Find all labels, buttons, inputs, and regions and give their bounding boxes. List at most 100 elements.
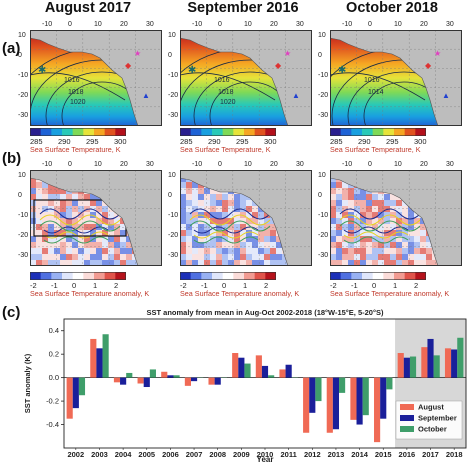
lon-tick-label: 10 xyxy=(244,21,252,28)
sst-anomaly-bar-chart: -0.4 -0.2 0.0 0.2 0.4 2002 2003 2004 2005 2006 200… xyxy=(23,308,467,463)
marker-x-icon: ✱ xyxy=(188,65,196,76)
lon-tick-label: 30 xyxy=(146,21,154,28)
colorbar-anom-sep xyxy=(180,272,276,280)
lon-tick-label: 10 xyxy=(394,21,402,28)
lon-tick-label: 10 xyxy=(244,161,252,168)
sst-map-sep: ✱ ◆ ★ ▲ 1016 1018 1020 xyxy=(180,30,312,126)
bar-august-2003 xyxy=(90,338,97,378)
legend-swatch-october xyxy=(400,426,414,432)
lat-tick-label: -10 xyxy=(168,72,179,79)
x-tick-label: 2002 xyxy=(67,450,84,459)
lat-tick-label: -10 xyxy=(318,72,329,79)
bar-september-2016 xyxy=(403,357,410,378)
colorbar-tick: 2 xyxy=(264,281,269,290)
isobar-label: 1018 xyxy=(68,89,84,96)
marker-star-icon: ★ xyxy=(134,49,141,58)
colorbar-tick: 0 xyxy=(372,281,377,290)
bar-october-2016 xyxy=(409,356,417,378)
bar-august-2008 xyxy=(208,377,215,385)
colorbar-tick: 290 xyxy=(208,137,221,146)
colorbar-anom-oct xyxy=(330,272,426,280)
lat-tick-label: 0 xyxy=(168,192,172,199)
bar-august-2015 xyxy=(374,377,381,443)
lat-tick-label: -20 xyxy=(318,92,329,99)
colorbar-tick: 295 xyxy=(386,137,399,146)
colorbar-tick: 285 xyxy=(330,137,343,146)
colorbar-tick: 290 xyxy=(58,137,71,146)
colorbar-label-anomaly: Sea Surface Temperature anomaly, K xyxy=(180,289,300,298)
bar-september-2004 xyxy=(120,377,127,385)
lon-tick-label: 20 xyxy=(420,161,428,168)
sst-map-aug: ✱ ◆ ★ ▲ 1016 1018 1020 xyxy=(30,30,162,126)
bar-august-2017 xyxy=(421,347,428,378)
bar-august-2004 xyxy=(113,377,121,383)
colorbar-tick: 1 xyxy=(93,281,98,290)
y-tick-label: -0.2 xyxy=(46,397,59,406)
x-tick-label: 2013 xyxy=(328,450,345,459)
lat-tick-label: -30 xyxy=(18,252,29,259)
isobar-label: 1020 xyxy=(70,99,86,106)
bar-september-2003 xyxy=(96,348,103,378)
x-tick-label: 2012 xyxy=(304,450,321,459)
bar-august-2018 xyxy=(444,348,452,378)
colorbar-tick: 2 xyxy=(414,281,419,290)
bar-august-2007 xyxy=(184,377,191,386)
lon-tick-label: 30 xyxy=(296,21,304,28)
lon-tick-label: 20 xyxy=(420,21,428,28)
colorbar-label-sst: Sea Surface Temperature, K xyxy=(180,145,271,154)
bar-september-2002 xyxy=(72,377,79,409)
marker-star-icon: ★ xyxy=(434,49,441,58)
colorbar-tick: 0 xyxy=(72,281,77,290)
lat-tick-label: -10 xyxy=(168,212,179,219)
y-tick-label: -0.4 xyxy=(46,420,59,429)
bar-september-2007 xyxy=(190,377,198,382)
column-title-oct: October 2018 xyxy=(346,0,438,16)
x-tick-label: 2009 xyxy=(233,450,250,459)
lon-tick-label: 30 xyxy=(296,161,304,168)
colorbar-tick: -2 xyxy=(330,281,337,290)
lat-tick-label: -10 xyxy=(18,72,29,79)
lat-tick-label: -30 xyxy=(168,252,179,259)
x-tick-label: 2014 xyxy=(351,450,369,459)
bar-october-2004 xyxy=(126,372,133,378)
chart-title: SST anomaly from mean in Aug-Oct 2002-20… xyxy=(147,308,384,317)
lat-tick-label: -20 xyxy=(18,232,29,239)
panel-letter-c: (c) xyxy=(2,304,21,321)
colorbar-tick: -1 xyxy=(51,281,58,290)
lon-tick-label: 0 xyxy=(218,161,222,168)
bar-september-2009 xyxy=(238,357,245,378)
column-title-sep: September 2016 xyxy=(187,0,299,16)
marker-x-icon: ✱ xyxy=(38,65,46,76)
lon-tick-label: 30 xyxy=(446,21,454,28)
bar-august-2013 xyxy=(326,377,333,433)
bar-october-2006 xyxy=(173,375,180,378)
colorbar-tick: 300 xyxy=(264,137,277,146)
bar-october-2009 xyxy=(244,363,251,378)
bar-october-2002 xyxy=(78,377,86,396)
colorbar-tick: 285 xyxy=(180,137,193,146)
x-tick-label: 2015 xyxy=(375,450,392,459)
bar-august-2002 xyxy=(66,377,73,419)
colorbar-tick: -2 xyxy=(30,281,37,290)
bar-september-2015 xyxy=(380,377,387,419)
y-axis-label: SST anomaly (K) xyxy=(23,353,32,413)
lat-tick-label: 0 xyxy=(318,52,322,59)
bar-october-2012 xyxy=(315,377,322,402)
bar-august-2012 xyxy=(303,377,310,433)
y-tick-label: 0.2 xyxy=(49,350,59,359)
bar-august-2011 xyxy=(279,369,286,378)
colorbar-sst-oct xyxy=(330,128,426,136)
lon-tick-label: 10 xyxy=(94,161,102,168)
lat-tick-label: 0 xyxy=(318,192,322,199)
colorbar-label-anomaly: Sea Surface Temperature anomaly, K xyxy=(30,289,150,298)
legend-swatch-august xyxy=(400,404,414,410)
colorbar-label-sst: Sea Surface Temperature, K xyxy=(330,145,421,154)
lat-tick-label: -30 xyxy=(18,112,29,119)
panel-letter-b: (b) xyxy=(2,150,22,167)
marker-triangle-icon: ▲ xyxy=(142,91,150,100)
lon-tick-label: -10 xyxy=(192,21,203,28)
lat-tick-label: 10 xyxy=(318,32,326,39)
lat-tick-label: -20 xyxy=(18,92,29,99)
lat-tick-label: 0 xyxy=(168,52,172,59)
bar-october-2013 xyxy=(339,377,346,393)
